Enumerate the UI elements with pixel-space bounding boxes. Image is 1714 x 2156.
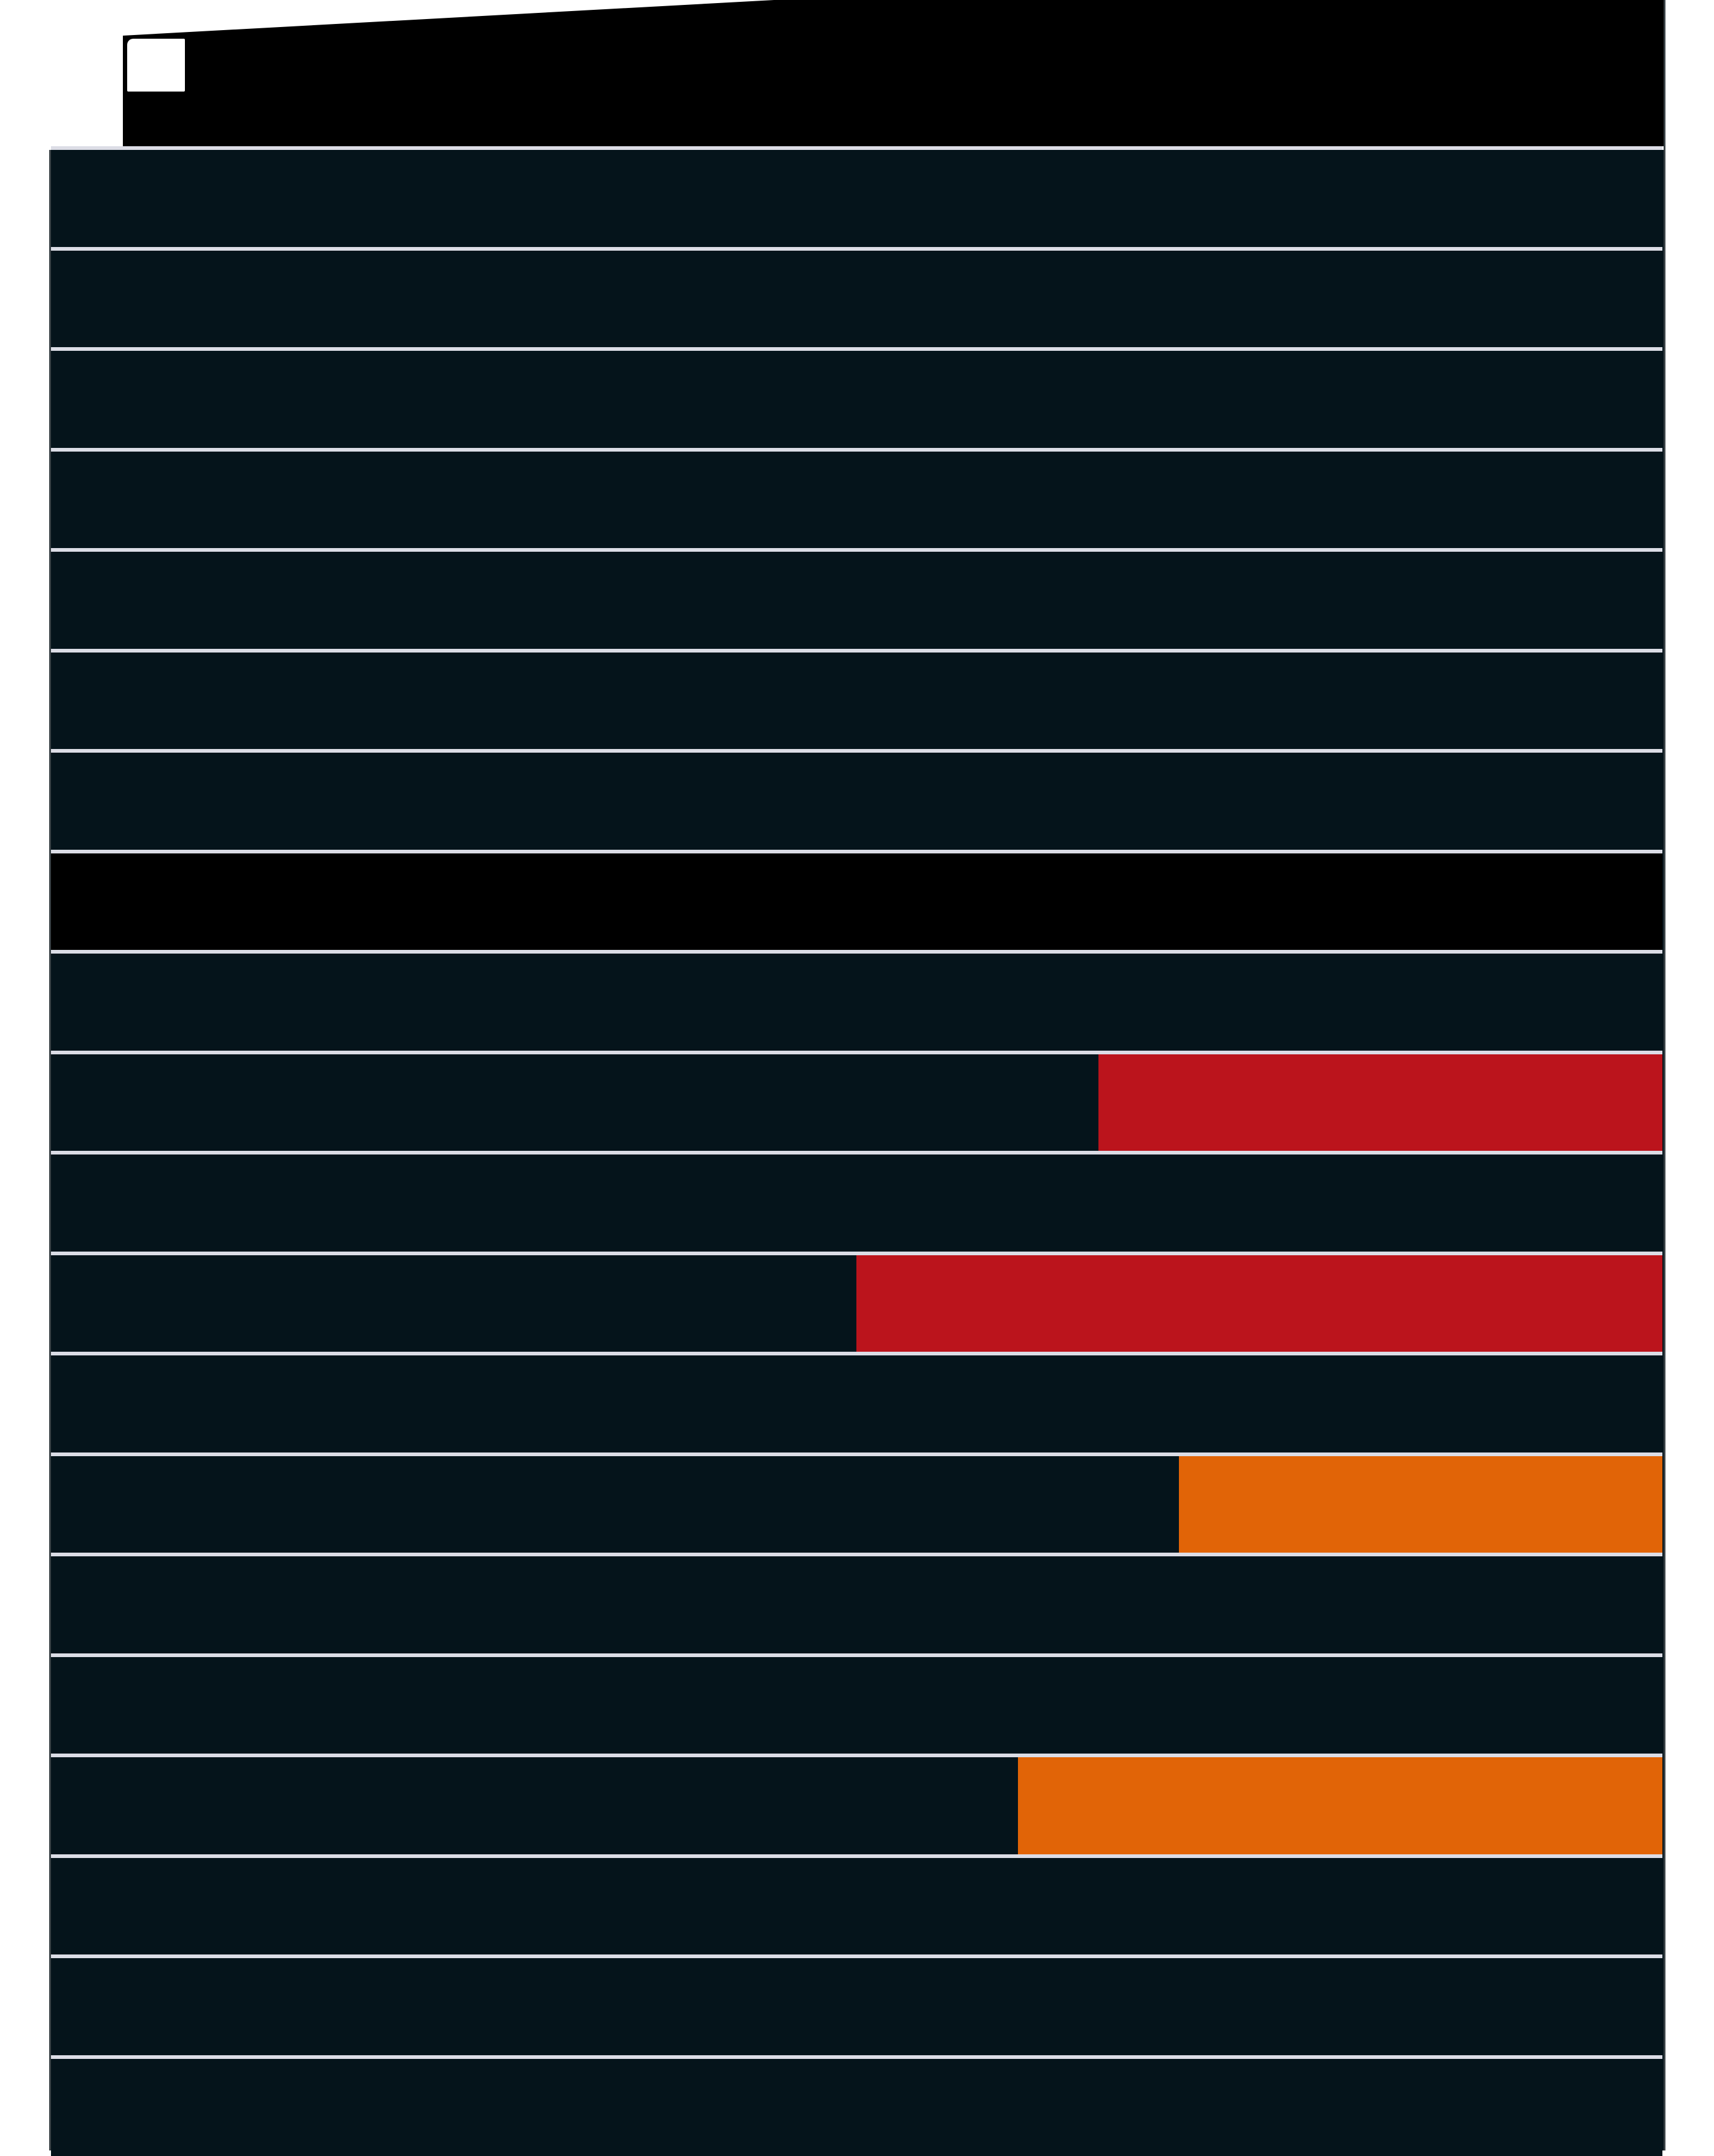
row-divider <box>51 1151 1662 1154</box>
list-row <box>51 552 1662 649</box>
panel-right-edge <box>1664 0 1665 2150</box>
red-level-bar <box>856 1255 1662 1352</box>
panel-left-edge <box>49 150 51 2150</box>
row-divider <box>51 1352 1662 1355</box>
list-row <box>51 1858 1662 1955</box>
list-row <box>51 753 1662 850</box>
row-divider <box>51 347 1662 351</box>
row-divider <box>51 1051 1662 1054</box>
list-row <box>51 1355 1662 1452</box>
row-divider <box>51 1452 1662 1456</box>
list-row <box>51 1255 1662 1352</box>
list-row <box>51 954 1662 1051</box>
row-divider <box>51 1653 1662 1657</box>
row-divider <box>51 2055 1662 2059</box>
orange-level-bar <box>1179 1456 1662 1553</box>
row-divider <box>51 1553 1662 1556</box>
checkbox-icon[interactable] <box>127 39 185 92</box>
row-divider <box>51 548 1662 552</box>
row-divider <box>51 1854 1662 1858</box>
row-divider <box>51 146 1662 150</box>
list-row <box>51 653 1662 750</box>
list-row <box>51 351 1662 448</box>
list-row <box>51 1556 1662 1653</box>
list-row <box>51 452 1662 549</box>
paper-corner <box>0 0 1665 154</box>
row-divider <box>51 950 1662 954</box>
row-divider <box>51 448 1662 452</box>
orange-level-bar <box>1018 1757 1662 1854</box>
list-row <box>51 251 1662 348</box>
red-level-bar <box>1098 1054 1662 1151</box>
row-divider <box>51 1954 1662 1958</box>
list-row <box>51 150 1662 247</box>
list-row <box>51 1154 1662 1252</box>
row-divider <box>51 749 1662 753</box>
list-row <box>51 1657 1662 1754</box>
list-row <box>51 1958 1662 2055</box>
row-divider <box>51 649 1662 653</box>
list-row <box>51 1456 1662 1553</box>
row-divider <box>51 850 1662 853</box>
row-divider <box>51 247 1662 251</box>
row-divider <box>51 1252 1662 1255</box>
row-highlighted <box>51 853 1662 951</box>
list-row <box>51 2059 1662 2156</box>
list-row <box>51 1054 1662 1151</box>
list-row <box>51 1757 1662 1854</box>
row-divider <box>51 1754 1662 1757</box>
